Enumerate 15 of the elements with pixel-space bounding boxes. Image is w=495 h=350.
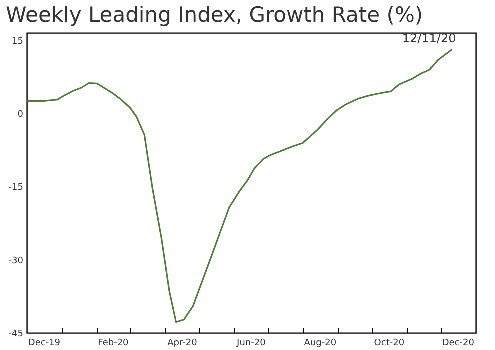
y-tick-label: -30 bbox=[8, 256, 24, 266]
y-tick-label: 0 bbox=[18, 110, 24, 120]
y-tick-label: -45 bbox=[8, 330, 24, 340]
x-tick-label: Dec-19 bbox=[28, 338, 61, 348]
line-series bbox=[26, 48, 454, 324]
y-tick-label: -15 bbox=[8, 183, 24, 194]
chart-title: Weekly Leading Index, Growth Rate (%) bbox=[5, 2, 424, 29]
x-tick-label: Dec-20 bbox=[442, 338, 475, 348]
x-tick-label: Oct-20 bbox=[374, 338, 405, 348]
x-tick-label: Aug-20 bbox=[304, 338, 337, 348]
x-tick-label: Feb-20 bbox=[98, 338, 130, 348]
x-tick-label: Apr-20 bbox=[168, 338, 198, 348]
annotation: 12/11/20 bbox=[402, 32, 456, 46]
y-tick-label: 15 bbox=[12, 36, 24, 47]
x-tick-label: Jun-20 bbox=[236, 338, 266, 348]
